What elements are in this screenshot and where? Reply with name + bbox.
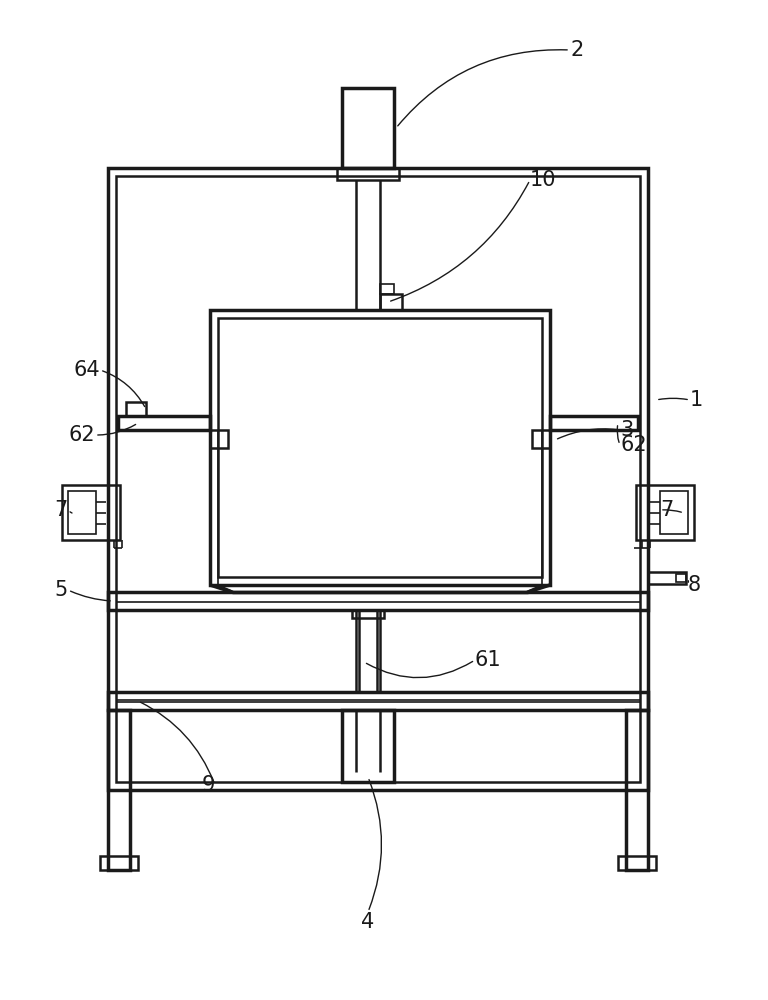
Bar bbox=[210, 310, 550, 585]
Text: 62: 62 bbox=[68, 425, 95, 445]
Text: 5: 5 bbox=[55, 580, 68, 600]
Bar bbox=[108, 592, 648, 610]
Bar bbox=[342, 710, 394, 782]
Bar bbox=[108, 168, 648, 790]
Bar bbox=[218, 318, 542, 577]
Bar bbox=[380, 294, 402, 310]
Bar bbox=[108, 710, 130, 870]
Text: 8: 8 bbox=[688, 575, 701, 595]
Bar bbox=[676, 574, 686, 582]
Bar bbox=[626, 710, 648, 870]
Bar bbox=[352, 610, 384, 618]
Text: 61: 61 bbox=[475, 650, 502, 670]
Bar bbox=[380, 284, 394, 294]
Text: 10: 10 bbox=[530, 170, 557, 190]
Bar bbox=[116, 176, 640, 782]
Text: 7: 7 bbox=[660, 500, 674, 520]
Text: 9: 9 bbox=[202, 775, 215, 795]
Bar bbox=[532, 430, 550, 448]
Text: 3: 3 bbox=[620, 420, 634, 440]
Bar bbox=[618, 856, 656, 870]
Bar bbox=[68, 491, 96, 534]
Bar bbox=[108, 692, 648, 710]
Text: 7: 7 bbox=[55, 500, 68, 520]
Bar bbox=[100, 856, 138, 870]
Bar bbox=[118, 416, 210, 430]
Bar bbox=[660, 491, 688, 534]
Text: 4: 4 bbox=[362, 912, 375, 932]
Bar bbox=[62, 485, 120, 540]
Text: 64: 64 bbox=[74, 360, 100, 380]
Text: 2: 2 bbox=[570, 40, 583, 60]
Bar bbox=[342, 88, 394, 168]
Bar bbox=[337, 168, 399, 180]
Bar bbox=[636, 485, 694, 540]
Bar bbox=[648, 572, 686, 584]
Text: 1: 1 bbox=[690, 390, 703, 410]
Text: 62: 62 bbox=[620, 435, 647, 455]
Bar bbox=[550, 416, 638, 430]
Bar bbox=[210, 430, 228, 448]
Bar bbox=[126, 402, 146, 416]
